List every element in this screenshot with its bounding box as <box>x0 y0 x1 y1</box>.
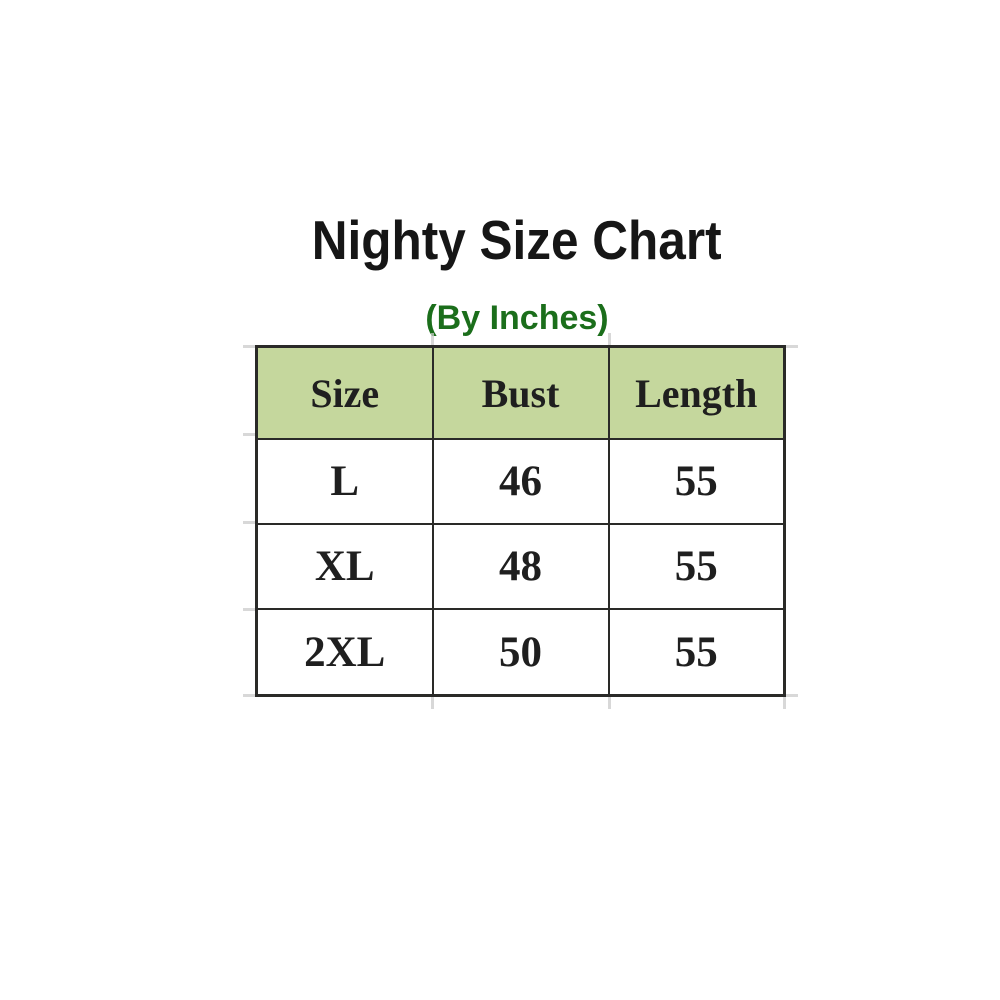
size-table-header-row: Size Bust Length <box>255 345 786 440</box>
gridline-stub <box>243 608 255 611</box>
gridline-stub <box>783 697 786 709</box>
table-row: XL 48 55 <box>255 523 786 611</box>
gridline-stub <box>431 697 434 709</box>
page-title: Nighty Size Chart <box>17 213 1000 268</box>
measurement-cell: 46 <box>431 437 610 526</box>
size-table-head: Size Bust Length <box>255 345 786 440</box>
gridline-stub <box>608 697 611 709</box>
page-subtitle: (By Inches) <box>425 299 609 337</box>
column-header-length: Length <box>607 345 786 440</box>
column-header-size: Size <box>255 345 434 440</box>
measurement-cell: 55 <box>607 608 786 697</box>
gridline-stub <box>243 694 255 697</box>
page-title-text: Nighty Size Chart <box>312 209 722 271</box>
gridline-stub <box>243 345 255 348</box>
size-table: Size Bust Length L 46 55 XL 48 55 2XL 50 55 <box>255 345 786 697</box>
size-cell: 2XL <box>255 608 434 697</box>
gridline-stub <box>431 333 434 345</box>
measurement-cell: 55 <box>607 523 786 611</box>
column-header-bust: Bust <box>431 345 610 440</box>
size-table-body: L 46 55 XL 48 55 2XL 50 55 <box>255 437 786 697</box>
gridline-stub <box>243 433 255 436</box>
gridline-stub <box>786 694 798 697</box>
size-cell: XL <box>255 523 434 611</box>
table-row: 2XL 50 55 <box>255 608 786 697</box>
table-row: L 46 55 <box>255 437 786 526</box>
gridline-stub <box>243 521 255 524</box>
size-table-wrap: Size Bust Length L 46 55 XL 48 55 2XL 50 55 <box>243 333 798 709</box>
gridline-stub <box>608 333 611 345</box>
measurement-cell: 50 <box>431 608 610 697</box>
measurement-cell: 48 <box>431 523 610 611</box>
size-cell: L <box>255 437 434 526</box>
measurement-cell: 55 <box>607 437 786 526</box>
gridline-stub <box>786 345 798 348</box>
